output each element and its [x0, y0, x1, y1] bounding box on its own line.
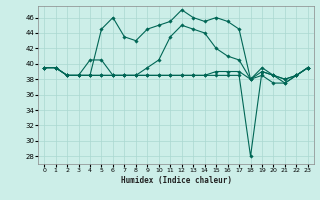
X-axis label: Humidex (Indice chaleur): Humidex (Indice chaleur) — [121, 176, 231, 185]
